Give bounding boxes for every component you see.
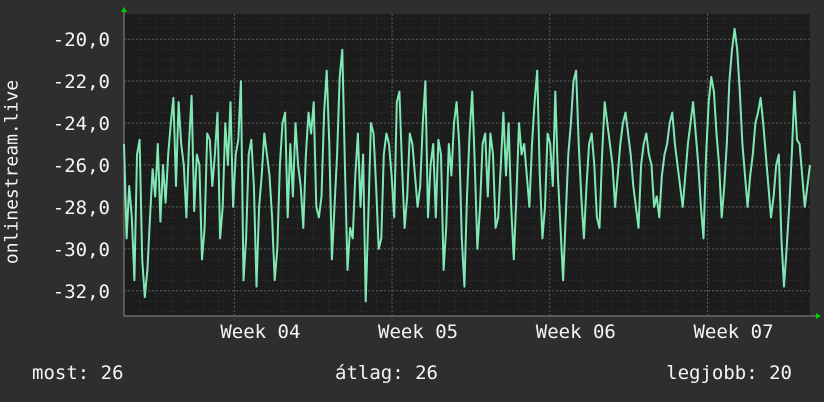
legend-max: legjobb: 20 (666, 362, 792, 384)
y-tick-label: -32,0 (53, 281, 110, 303)
y-axis-arrow (121, 7, 127, 12)
y-tick-label: -20,0 (53, 29, 110, 51)
y-axis-label: onlinestream.live (1, 79, 23, 265)
legend-average: átlag: 26 (335, 362, 438, 384)
y-tick-label: -22,0 (53, 71, 110, 93)
tick-labels: -32,0 -30,0 -28,0 -26,0 -24,0 -22,0 -20,0 Week … (53, 29, 774, 343)
y-tick-label: -24,0 (53, 113, 110, 135)
y-tick-label: -30,0 (53, 239, 110, 261)
x-tick-label: Week 04 (220, 321, 300, 343)
y-tick-label: -28,0 (53, 197, 110, 219)
series-layer (123, 27, 811, 303)
legend-current: most: 26 (32, 362, 124, 384)
x-tick-label: Week 05 (378, 321, 458, 343)
series-line (123, 27, 811, 303)
x-tick-label: Week 07 (693, 321, 773, 343)
y-tick-label: -26,0 (53, 155, 110, 177)
x-axis-arrow (816, 313, 821, 319)
x-tick-label: Week 06 (536, 321, 616, 343)
